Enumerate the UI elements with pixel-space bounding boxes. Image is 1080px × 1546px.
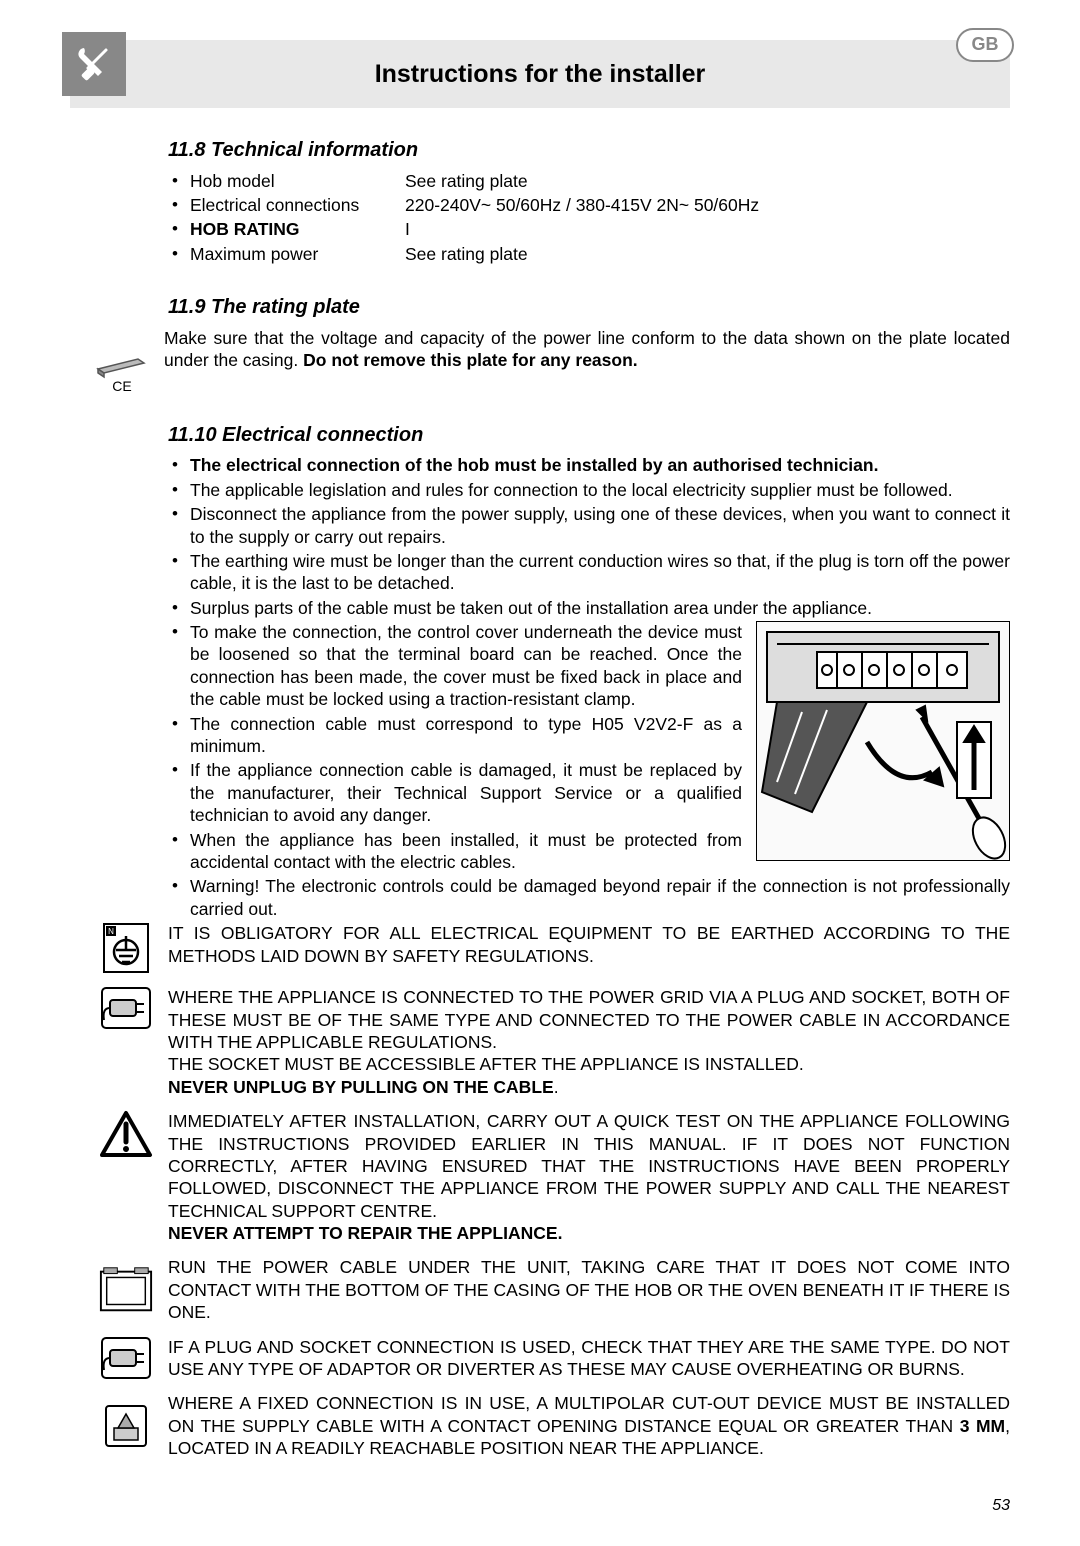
section-heading-119: 11.9 The rating plate (168, 295, 1010, 321)
rating-plate-text: Make sure that the voltage and capacity … (164, 327, 1010, 372)
tech-info-list: Hob modelSee rating plate Electrical con… (168, 170, 1010, 266)
page: Instructions for the installer GB 11.8 T… (0, 0, 1080, 1546)
tech-label: Hob model (190, 170, 405, 192)
note-text: WHERE A FIXED CONNECTION IS IN USE, A MU… (168, 1392, 1010, 1459)
tech-value: See rating plate (405, 170, 528, 192)
warning-triangle-icon (98, 1110, 154, 1158)
svg-text:CE: CE (112, 378, 131, 394)
earth-symbol-icon: N (98, 922, 154, 974)
list-item: The connection cable must correspond to … (168, 713, 1010, 758)
tech-label: Electrical connections (190, 194, 405, 216)
language-badge-gb: GB (956, 28, 1014, 62)
list-item: The earthing wire must be longer than th… (168, 550, 1010, 595)
tech-row: Hob modelSee rating plate (168, 170, 1010, 192)
svg-text:N: N (108, 927, 114, 936)
hob-panel-icon (98, 1265, 154, 1315)
tech-row: HOB RATINGI (168, 218, 1010, 240)
section-heading-1110: 11.10 Electrical connection (168, 423, 1010, 449)
content-column: 11.8 Technical information Hob modelSee … (70, 138, 1010, 1460)
list-item: To make the connection, the control cove… (168, 621, 1010, 711)
list-item: Warning! The electronic controls could b… (168, 875, 1010, 920)
list-item: When the appliance has been installed, i… (168, 829, 1010, 874)
note-plug-socket: WHERE THE APPLIANCE IS CONNECTED TO THE … (70, 986, 1010, 1098)
note-text: IT IS OBLIGATORY FOR ALL ELECTRICAL EQUI… (168, 922, 1010, 967)
note-text: IMMEDIATELY AFTER INSTALLATION, CARRY OU… (168, 1110, 1010, 1244)
tech-value: I (405, 218, 410, 240)
tools-icon (62, 32, 126, 96)
list-item: Surplus parts of the cable must be taken… (168, 597, 1010, 619)
tech-label: HOB RATING (190, 218, 405, 240)
list-item: If the appliance connection cable is dam… (168, 759, 1010, 826)
page-number: 53 (70, 1496, 1010, 1516)
note-text: WHERE THE APPLIANCE IS CONNECTED TO THE … (168, 986, 1010, 1098)
note-plug-match: IF A PLUG AND SOCKET CONNECTION IS USED,… (70, 1336, 1010, 1381)
note-text: RUN THE POWER CABLE UNDER THE UNIT, TAKI… (168, 1256, 1010, 1323)
electrical-top-bullets: The electrical connection of the hob mus… (168, 454, 1010, 619)
note-text: IF A PLUG AND SOCKET CONNECTION IS USED,… (168, 1336, 1010, 1381)
note-earthing: N IT IS OBLIGATORY FOR ALL ELECTRICAL EQ… (70, 922, 1010, 974)
plug-icon (98, 986, 154, 1030)
header-band: Instructions for the installer GB (70, 40, 1010, 108)
note-fixed-connection: WHERE A FIXED CONNECTION IS IN USE, A MU… (70, 1392, 1010, 1459)
tech-value: See rating plate (405, 243, 528, 265)
tech-row: Maximum power See rating plate (168, 243, 1010, 265)
tech-label: Maximum power (190, 243, 405, 265)
rating-plate-text-bold: Do not remove this plate for any reason. (303, 350, 638, 370)
tech-value: 220-240V~ 50/60Hz / 380-415V 2N~ 50/60Hz (405, 194, 759, 216)
rating-plate-block: CE Make sure that the voltage and capaci… (70, 327, 1010, 395)
list-item: The electrical connection of the hob mus… (168, 454, 1010, 476)
electrical-wrap-bullets: To make the connection, the control cove… (168, 621, 1010, 873)
isolator-switch-icon (98, 1402, 154, 1450)
rating-plate-icon: CE (70, 327, 158, 395)
tech-row: Electrical connections220-240V~ 50/60Hz … (168, 194, 1010, 216)
note-cable-routing: RUN THE POWER CABLE UNDER THE UNIT, TAKI… (70, 1256, 1010, 1323)
electrical-last-bullet: Warning! The electronic controls could b… (168, 875, 1010, 920)
plug-icon (98, 1336, 154, 1380)
list-item: The applicable legislation and rules for… (168, 479, 1010, 501)
list-item: Disconnect the appliance from the power … (168, 503, 1010, 548)
header-title: Instructions for the installer (375, 58, 706, 90)
section-heading-118: 11.8 Technical information (168, 138, 1010, 164)
note-warning: IMMEDIATELY AFTER INSTALLATION, CARRY OU… (70, 1110, 1010, 1244)
